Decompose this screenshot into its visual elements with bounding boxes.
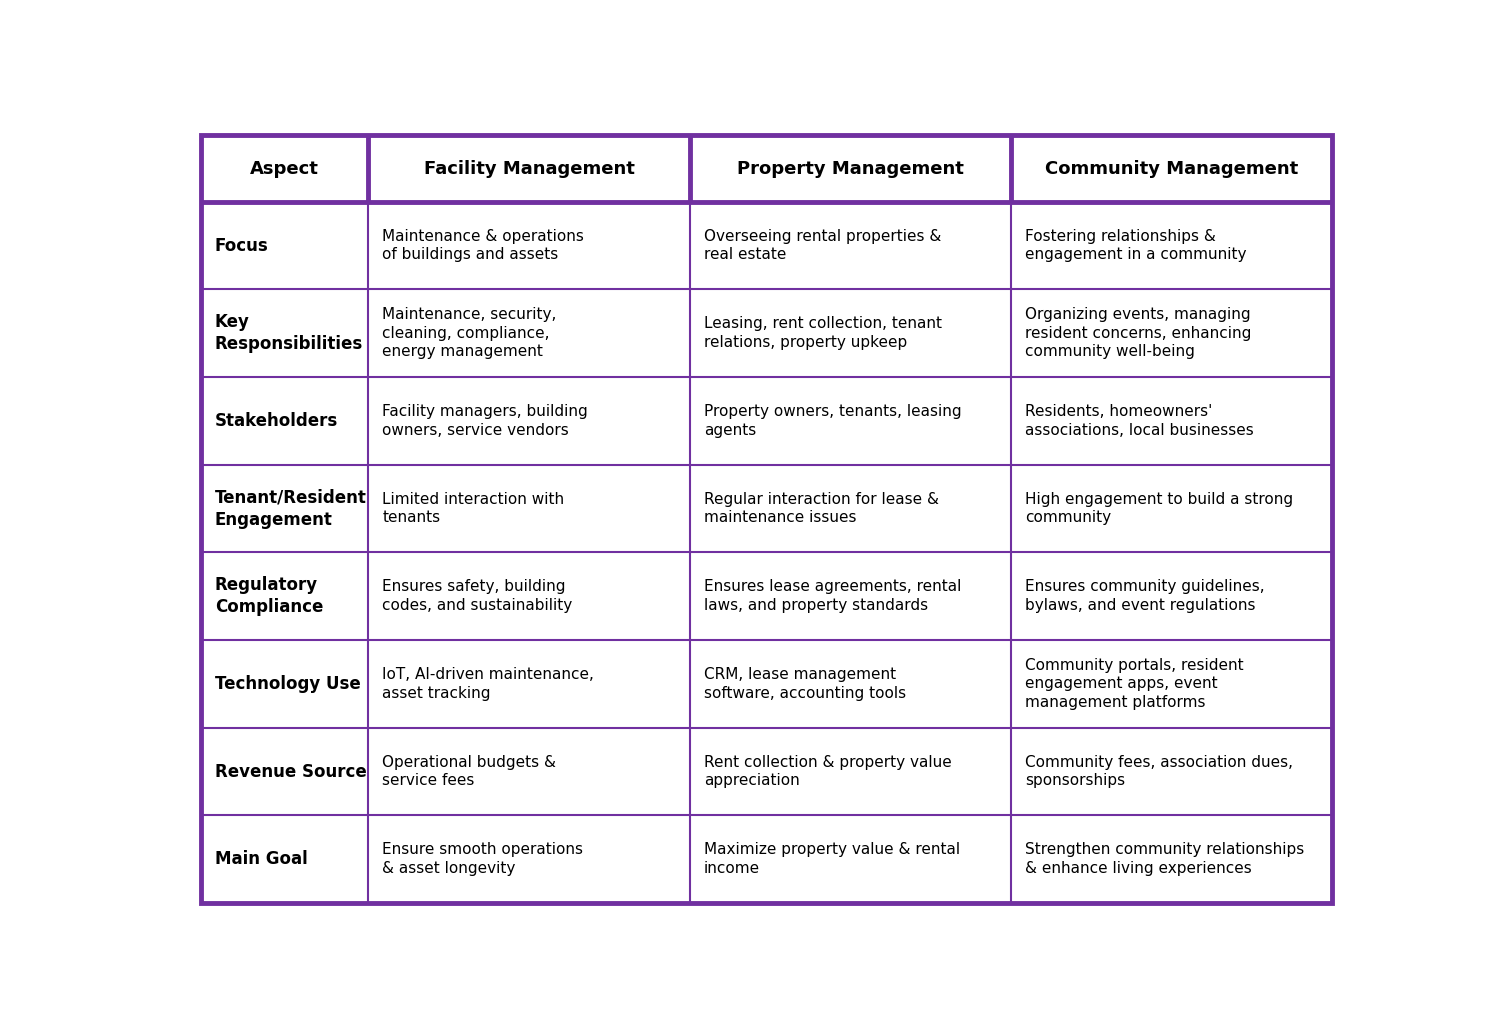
Text: Ensure smooth operations
& asset longevity: Ensure smooth operations & asset longevi… bbox=[383, 842, 583, 876]
Bar bbox=[690, 552, 1011, 640]
Text: Focus: Focus bbox=[215, 236, 269, 255]
Bar bbox=[200, 201, 368, 290]
Text: Tenant/Resident
Engagement: Tenant/Resident Engagement bbox=[215, 488, 367, 528]
Bar bbox=[200, 465, 368, 552]
Text: Leasing, rent collection, tenant
relations, property upkeep: Leasing, rent collection, tenant relatio… bbox=[703, 317, 941, 351]
Bar bbox=[368, 815, 690, 903]
Bar bbox=[200, 290, 368, 377]
Text: Ensures safety, building
codes, and sustainability: Ensures safety, building codes, and sust… bbox=[383, 580, 573, 613]
Text: Stakeholders: Stakeholders bbox=[215, 412, 338, 430]
Text: Maintenance, security,
cleaning, compliance,
energy management: Maintenance, security, cleaning, complia… bbox=[383, 307, 557, 360]
Bar bbox=[1011, 552, 1333, 640]
Bar bbox=[1011, 640, 1333, 728]
Bar bbox=[200, 136, 368, 201]
Bar bbox=[368, 201, 690, 290]
Bar bbox=[368, 377, 690, 465]
Bar bbox=[1011, 201, 1333, 290]
Text: Technology Use: Technology Use bbox=[215, 675, 361, 693]
Bar bbox=[368, 465, 690, 552]
Bar bbox=[1011, 815, 1333, 903]
Bar bbox=[200, 377, 368, 465]
Text: IoT, AI-driven maintenance,
asset tracking: IoT, AI-driven maintenance, asset tracki… bbox=[383, 667, 594, 701]
Bar bbox=[1011, 728, 1333, 815]
Text: Organizing events, managing
resident concerns, enhancing
community well-being: Organizing events, managing resident con… bbox=[1025, 307, 1252, 360]
Bar bbox=[690, 201, 1011, 290]
Bar bbox=[1011, 465, 1333, 552]
Bar bbox=[690, 465, 1011, 552]
Text: Limited interaction with
tenants: Limited interaction with tenants bbox=[383, 491, 564, 525]
Text: Facility Management: Facility Management bbox=[423, 159, 634, 178]
Text: Aspect: Aspect bbox=[250, 159, 319, 178]
Text: Maximize property value & rental
income: Maximize property value & rental income bbox=[703, 842, 960, 876]
Text: Community portals, resident
engagement apps, event
management platforms: Community portals, resident engagement a… bbox=[1025, 658, 1243, 710]
Text: Facility managers, building
owners, service vendors: Facility managers, building owners, serv… bbox=[383, 404, 588, 438]
Text: CRM, lease management
software, accounting tools: CRM, lease management software, accounti… bbox=[703, 667, 905, 701]
Text: High engagement to build a strong
community: High engagement to build a strong commun… bbox=[1025, 491, 1293, 525]
Text: Community Management: Community Management bbox=[1046, 159, 1299, 178]
Text: Operational budgets &
service fees: Operational budgets & service fees bbox=[383, 755, 557, 788]
Text: Regulatory
Compliance: Regulatory Compliance bbox=[215, 576, 323, 617]
Bar bbox=[690, 290, 1011, 377]
Text: Residents, homeowners'
associations, local businesses: Residents, homeowners' associations, loc… bbox=[1025, 404, 1254, 438]
Bar bbox=[1011, 377, 1333, 465]
Text: Fostering relationships &
engagement in a community: Fostering relationships & engagement in … bbox=[1025, 229, 1246, 262]
Bar bbox=[200, 728, 368, 815]
Bar bbox=[368, 552, 690, 640]
Bar bbox=[200, 552, 368, 640]
Bar bbox=[368, 136, 690, 201]
Text: Maintenance & operations
of buildings and assets: Maintenance & operations of buildings an… bbox=[383, 229, 583, 262]
Bar bbox=[200, 815, 368, 903]
Bar bbox=[690, 136, 1011, 201]
Text: Main Goal: Main Goal bbox=[215, 850, 308, 869]
Bar bbox=[690, 728, 1011, 815]
Bar bbox=[690, 640, 1011, 728]
Bar bbox=[690, 815, 1011, 903]
Bar bbox=[368, 640, 690, 728]
Text: Key
Responsibilities: Key Responsibilities bbox=[215, 314, 364, 354]
Bar bbox=[368, 728, 690, 815]
Text: Rent collection & property value
appreciation: Rent collection & property value appreci… bbox=[703, 755, 951, 788]
Text: Property owners, tenants, leasing
agents: Property owners, tenants, leasing agents bbox=[703, 404, 962, 438]
Bar bbox=[200, 640, 368, 728]
Bar bbox=[1011, 290, 1333, 377]
Text: Ensures community guidelines,
bylaws, and event regulations: Ensures community guidelines, bylaws, an… bbox=[1025, 580, 1264, 613]
Text: Revenue Source: Revenue Source bbox=[215, 763, 367, 780]
Bar bbox=[1011, 136, 1333, 201]
Text: Regular interaction for lease &
maintenance issues: Regular interaction for lease & maintena… bbox=[703, 491, 938, 525]
Bar bbox=[368, 290, 690, 377]
Text: Community fees, association dues,
sponsorships: Community fees, association dues, sponso… bbox=[1025, 755, 1293, 788]
Text: Overseeing rental properties &
real estate: Overseeing rental properties & real esta… bbox=[703, 229, 941, 262]
Text: Strengthen community relationships
& enhance living experiences: Strengthen community relationships & enh… bbox=[1025, 842, 1305, 876]
Text: Ensures lease agreements, rental
laws, and property standards: Ensures lease agreements, rental laws, a… bbox=[703, 580, 960, 613]
Bar bbox=[690, 377, 1011, 465]
Text: Property Management: Property Management bbox=[738, 159, 963, 178]
